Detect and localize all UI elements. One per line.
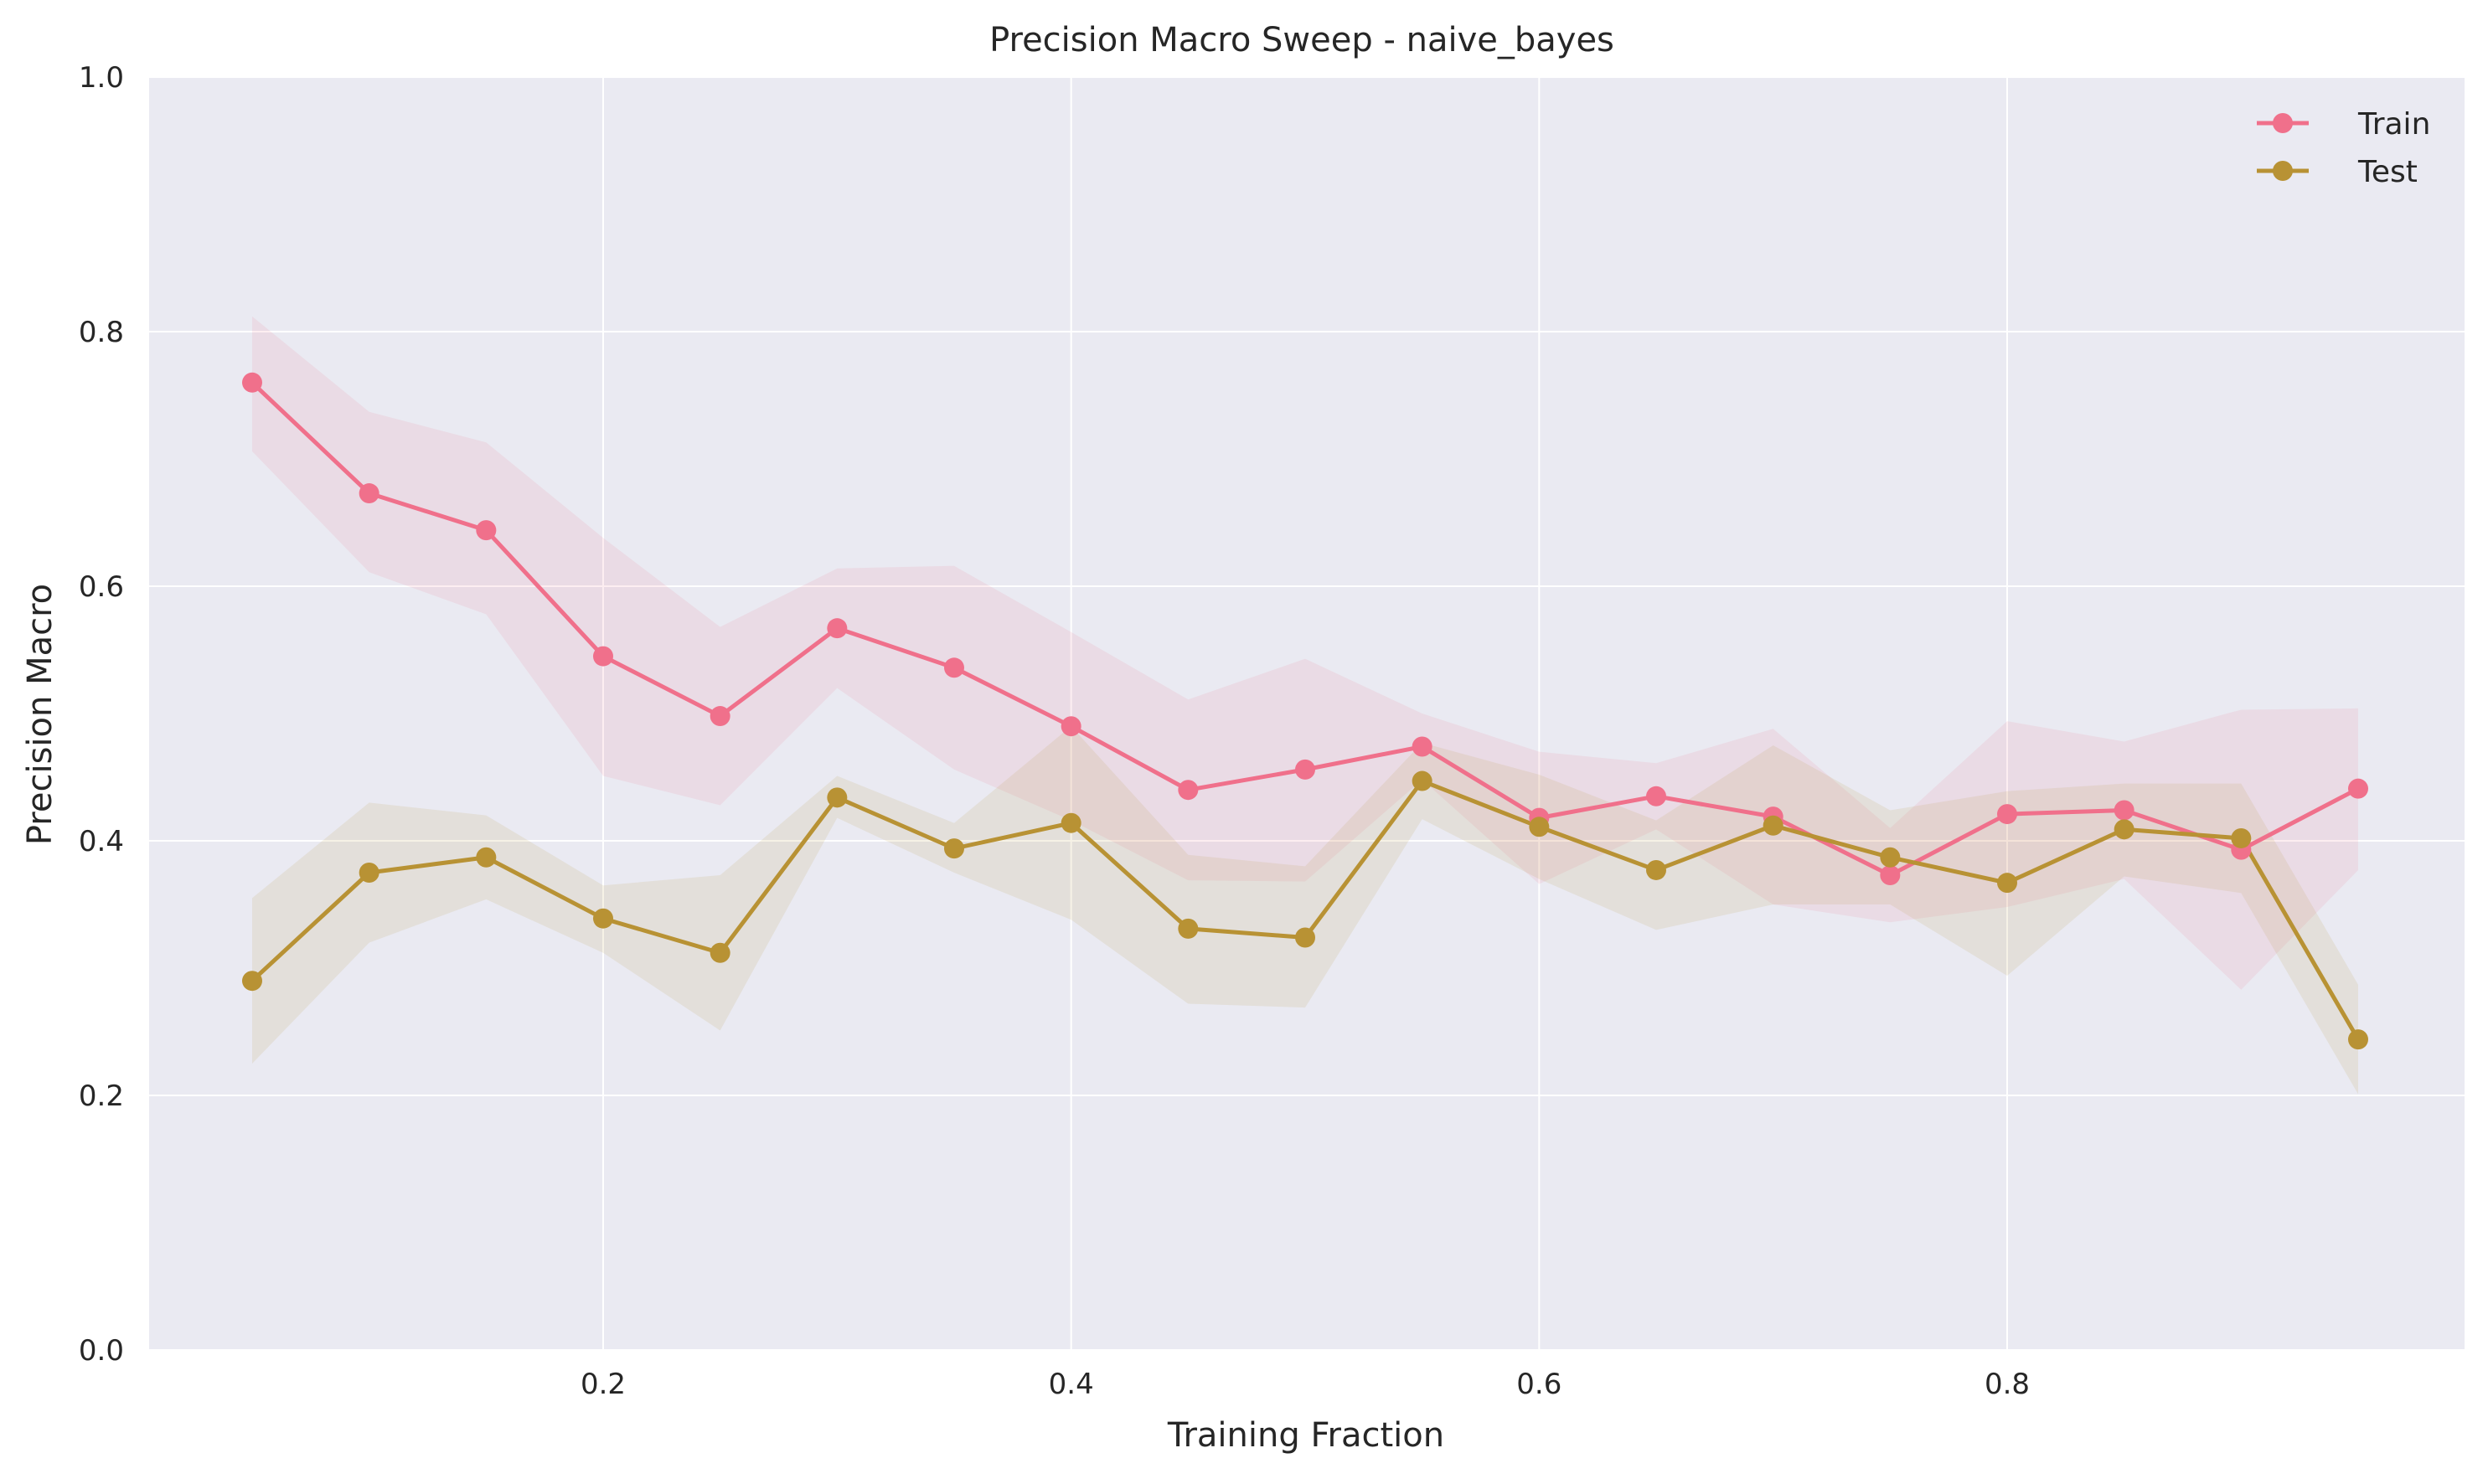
test-confidence-band	[252, 726, 2358, 1095]
train-data-point	[1178, 780, 1199, 801]
confidence-bands	[252, 316, 2358, 1095]
train-data-point	[359, 483, 379, 504]
train-data-point	[1997, 804, 2017, 825]
train-data-point	[944, 657, 964, 678]
legend: Train Test	[2257, 107, 2430, 189]
x-tick-label: 0.8	[1985, 1368, 2030, 1401]
test-data-point	[1763, 815, 1783, 836]
train-data-point	[2348, 778, 2368, 799]
train-data-point	[1646, 786, 1666, 806]
test-data-point	[1178, 918, 1199, 939]
y-tick-label: 1.0	[79, 61, 124, 95]
chart-title: Precision Macro Sweep - naive_bayes	[989, 21, 1614, 59]
test-data-point	[2231, 827, 2252, 848]
train-data-point	[710, 706, 730, 727]
series-points	[242, 372, 2368, 1050]
legend-test-marker	[2273, 161, 2293, 181]
test-data-point	[593, 908, 613, 929]
grid	[149, 76, 2465, 1351]
y-tick-label: 0.2	[79, 1080, 124, 1113]
test-data-point	[2114, 819, 2134, 840]
legend-train-marker	[2273, 113, 2293, 133]
x-tick-label: 0.2	[581, 1368, 626, 1401]
x-axis-label: Training Fraction	[1167, 1416, 1444, 1455]
test-data-point	[827, 787, 848, 808]
train-data-point	[1880, 865, 1901, 886]
x-tick-label: 0.4	[1049, 1368, 1094, 1401]
y-tick-label: 0.6	[79, 570, 124, 604]
test-data-point	[710, 942, 730, 963]
test-data-point	[1412, 770, 1432, 791]
test-data-point	[1529, 817, 1550, 837]
train-data-point	[242, 372, 262, 393]
y-tick-label: 0.0	[79, 1334, 124, 1368]
tick-labels: 0.2 0.4 0.6 0.8 0.0 0.2 0.4 0.6 0.8 1.0	[79, 61, 2030, 1401]
legend-train-label: Train	[2357, 107, 2430, 142]
test-data-point	[944, 838, 964, 859]
test-data-point	[1880, 847, 1901, 868]
train-data-point	[593, 646, 613, 667]
y-axis-label: Precision Macro	[21, 584, 59, 845]
plot-area	[149, 77, 2465, 1350]
train-data-point	[1295, 759, 1315, 780]
test-data-point	[2348, 1029, 2368, 1050]
train-data-point	[1061, 716, 1081, 737]
test-data-point	[359, 863, 379, 883]
test-data-point	[242, 971, 262, 992]
y-tick-label: 0.8	[79, 316, 124, 349]
test-data-point	[476, 847, 497, 868]
train-data-point	[2114, 800, 2134, 821]
train-data-point	[827, 618, 848, 639]
x-tick-label: 0.6	[1516, 1368, 1561, 1401]
test-data-point	[1295, 927, 1315, 948]
train-data-point	[1412, 736, 1432, 757]
test-data-point	[1997, 873, 2017, 894]
test-data-point	[1646, 859, 1666, 880]
legend-test-label: Test	[2357, 155, 2418, 189]
train-data-point	[476, 520, 497, 541]
train-confidence-band	[252, 316, 2358, 990]
test-data-point	[1061, 812, 1081, 833]
y-tick-label: 0.4	[79, 825, 124, 858]
